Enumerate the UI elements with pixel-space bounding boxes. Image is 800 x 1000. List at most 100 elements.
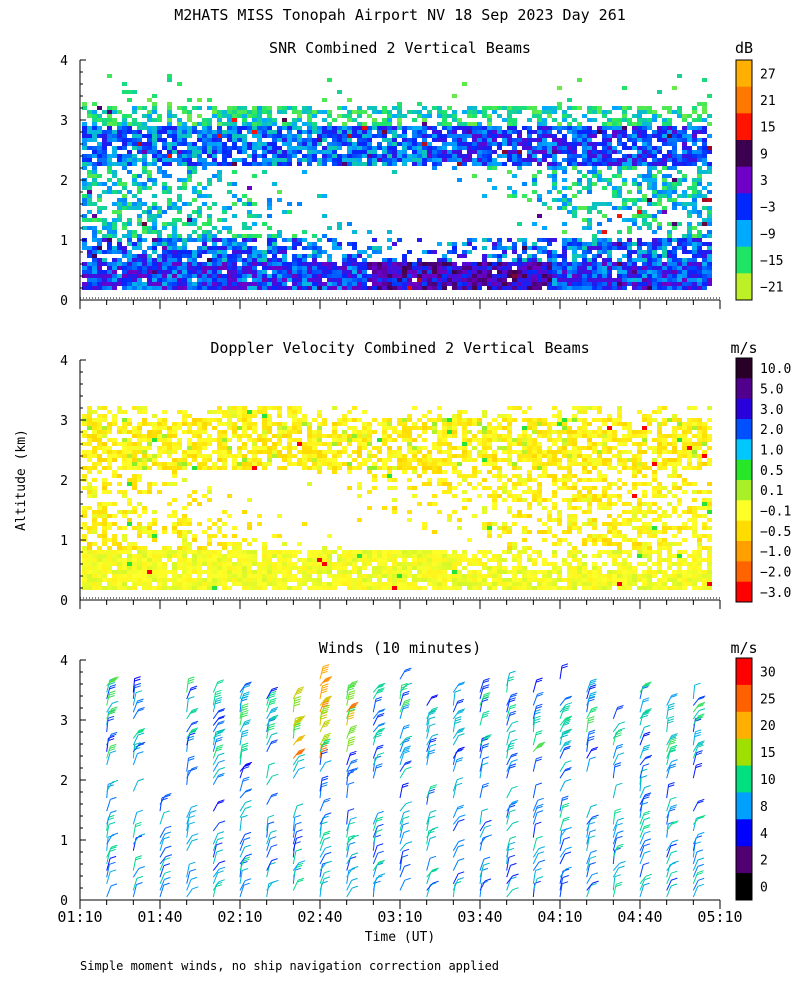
snr-cell	[207, 282, 212, 286]
snr-cell	[252, 278, 257, 282]
snr-cell	[267, 234, 272, 238]
velocity-cell	[262, 574, 267, 578]
snr-cell	[582, 138, 587, 142]
snr-cell	[397, 282, 402, 286]
snr-cell	[97, 286, 102, 290]
velocity-cell	[122, 546, 127, 550]
snr-cell	[392, 282, 397, 286]
velocity-cell	[132, 446, 137, 450]
snr-cell	[632, 114, 637, 118]
snr-cell	[342, 286, 347, 290]
velocity-cell	[167, 426, 172, 430]
snr-cell	[627, 242, 632, 246]
snr-cell	[162, 274, 167, 278]
velocity-cell	[82, 466, 87, 470]
snr-cell	[542, 238, 547, 242]
snr-cell	[112, 150, 117, 154]
snr-cell	[622, 126, 627, 130]
velocity-cell	[107, 430, 112, 434]
velocity-cell	[122, 566, 127, 570]
snr-cell	[587, 250, 592, 254]
snr-cell	[147, 278, 152, 282]
snr-cell	[257, 114, 262, 118]
snr-cell	[667, 138, 672, 142]
snr-cell	[377, 122, 382, 126]
velocity-cell	[297, 542, 302, 546]
snr-cell	[652, 190, 657, 194]
snr-cell	[452, 246, 457, 250]
velocity-cell	[92, 410, 97, 414]
snr-cell	[92, 238, 97, 242]
snr-cell	[122, 126, 127, 130]
snr-cell	[282, 274, 287, 278]
snr-cell	[502, 118, 507, 122]
snr-cell	[627, 206, 632, 210]
snr-cell	[172, 114, 177, 118]
snr-cell	[652, 282, 657, 286]
velocity-cell	[187, 570, 192, 574]
snr-cell	[297, 146, 302, 150]
velocity-cell	[142, 506, 147, 510]
snr-cell	[157, 282, 162, 286]
snr-cell	[202, 282, 207, 286]
snr-cell	[522, 158, 527, 162]
snr-cell	[407, 142, 412, 146]
velocity-cell	[262, 446, 267, 450]
snr-cell	[342, 258, 347, 262]
snr-cell	[157, 138, 162, 142]
snr-cell	[692, 158, 697, 162]
snr-cell	[532, 222, 537, 226]
snr-cell	[637, 174, 642, 178]
snr-cell	[682, 278, 687, 282]
velocity-cell	[337, 422, 342, 426]
velocity-cell	[202, 550, 207, 554]
snr-cell	[687, 186, 692, 190]
snr-cell	[207, 182, 212, 186]
snr-cell	[357, 286, 362, 290]
velocity-cell	[102, 586, 107, 590]
velocity-cell	[312, 466, 317, 470]
snr-cell	[137, 130, 142, 134]
snr-cell	[682, 126, 687, 130]
velocity-cell	[317, 414, 322, 418]
snr-cell	[87, 134, 92, 138]
velocity-cell	[137, 438, 142, 442]
velocity-cell	[142, 458, 147, 462]
snr-cell	[197, 98, 202, 102]
snr-cell	[247, 234, 252, 238]
snr-cell	[597, 286, 602, 290]
snr-cell	[312, 286, 317, 290]
snr-cell	[602, 154, 607, 158]
snr-cell	[97, 270, 102, 274]
velocity-cell	[157, 490, 162, 494]
velocity-cell	[182, 458, 187, 462]
snr-cell	[572, 130, 577, 134]
snr-cell	[417, 142, 422, 146]
snr-cell	[647, 262, 652, 266]
snr-cell	[127, 218, 132, 222]
snr-cell	[522, 106, 527, 110]
snr-cell	[492, 286, 497, 290]
snr-cell	[167, 222, 172, 226]
velocity-cell	[187, 446, 192, 450]
snr-cell	[367, 114, 372, 118]
snr-cell	[387, 258, 392, 262]
snr-cell	[702, 222, 707, 226]
snr-cell	[702, 262, 707, 266]
velocity-cell	[207, 534, 212, 538]
snr-cell	[372, 270, 377, 274]
snr-cell	[637, 138, 642, 142]
snr-cell	[117, 266, 122, 270]
snr-cell	[152, 138, 157, 142]
velocity-cell	[372, 566, 377, 570]
snr-cell	[632, 270, 637, 274]
snr-cell	[467, 238, 472, 242]
snr-cell	[492, 278, 497, 282]
snr-cell	[507, 262, 512, 266]
snr-cell	[447, 122, 452, 126]
snr-cell	[692, 226, 697, 230]
snr-cell	[697, 126, 702, 130]
velocity-cell	[97, 418, 102, 422]
snr-cell	[292, 146, 297, 150]
snr-cell	[232, 182, 237, 186]
